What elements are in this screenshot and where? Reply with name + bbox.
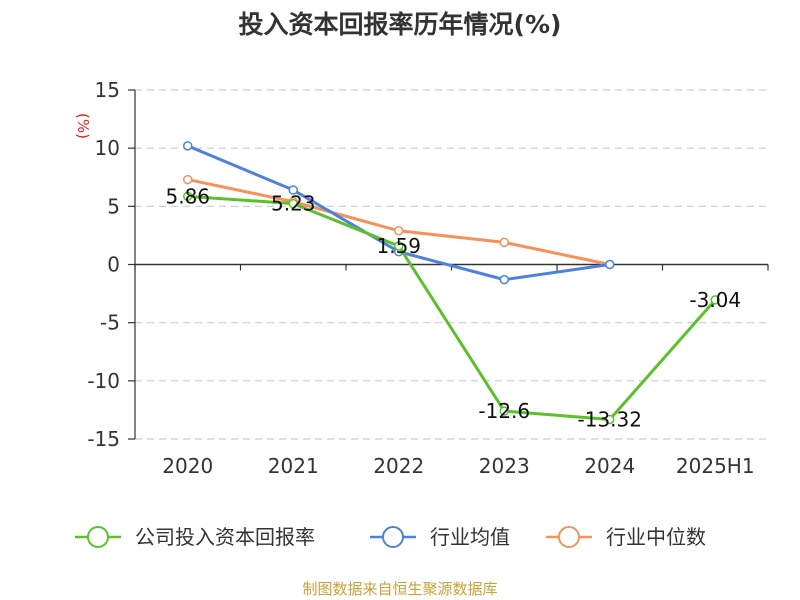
y-axis-unit: (%) <box>74 113 92 139</box>
data-point <box>288 198 298 209</box>
legend-label: 公司投入资本回报率 <box>135 525 315 549</box>
x-tick-label: 2021 <box>268 454 319 478</box>
legend: 公司投入资本回报率 行业均值 行业中位数 <box>75 525 706 549</box>
gridlines <box>135 89 768 440</box>
x-tick-label: 2023 <box>479 454 530 478</box>
y-tick-label: -15 <box>87 427 120 451</box>
x-tick-label: 2025H1 <box>676 454 755 478</box>
legend-marker <box>87 526 109 548</box>
data-point <box>499 237 509 248</box>
data-point <box>183 191 193 202</box>
data-label: 5.86 <box>165 184 210 208</box>
data-label: 5.23 <box>271 192 316 216</box>
series-line <box>187 194 717 421</box>
y-tick-label: 10 <box>95 136 120 160</box>
data-point <box>710 295 720 305</box>
legend-marker <box>558 526 580 548</box>
data-point <box>499 406 509 416</box>
data-point <box>288 185 298 195</box>
data-label: 1.59 <box>376 234 421 258</box>
x-tick-label: 2022 <box>373 454 424 478</box>
chart-title: 投入资本回报率历年情况(%) <box>239 10 562 39</box>
data-point <box>499 274 509 285</box>
y-tick-label: 15 <box>95 78 120 102</box>
data-point <box>605 414 615 425</box>
x-tick-labels: 2020 2021 2022 2023 2024 2025H1 <box>162 454 754 478</box>
legend-label: 行业均值 <box>430 525 510 549</box>
source-note: 制图数据来自恒生聚源数据库 <box>302 580 497 598</box>
data-label: -3.04 <box>689 288 741 312</box>
y-tick-labels: 15 10 5 0 -5 -10 -15 <box>87 78 120 451</box>
data-labels: 5.86 5.23 1.59 -12.6 -13.32 -3.04 <box>165 184 741 431</box>
data-point <box>183 174 193 185</box>
x-tick-label: 2020 <box>162 454 213 478</box>
y-tick-label: -10 <box>87 369 120 393</box>
legend-marker <box>382 526 404 548</box>
data-point <box>183 141 193 151</box>
data-label: -12.6 <box>478 399 530 423</box>
data-point <box>394 241 404 251</box>
data-point <box>605 259 615 270</box>
series-line <box>187 144 610 282</box>
data-point <box>394 226 404 236</box>
y-tick-label: 5 <box>107 194 120 218</box>
y-tick-label: -5 <box>100 311 120 335</box>
x-tick-label: 2024 <box>584 454 635 478</box>
y-tick-label: 0 <box>107 253 120 277</box>
series-lines <box>183 141 720 425</box>
legend-label: 行业中位数 <box>606 525 706 549</box>
data-label: -13.32 <box>578 407 642 431</box>
